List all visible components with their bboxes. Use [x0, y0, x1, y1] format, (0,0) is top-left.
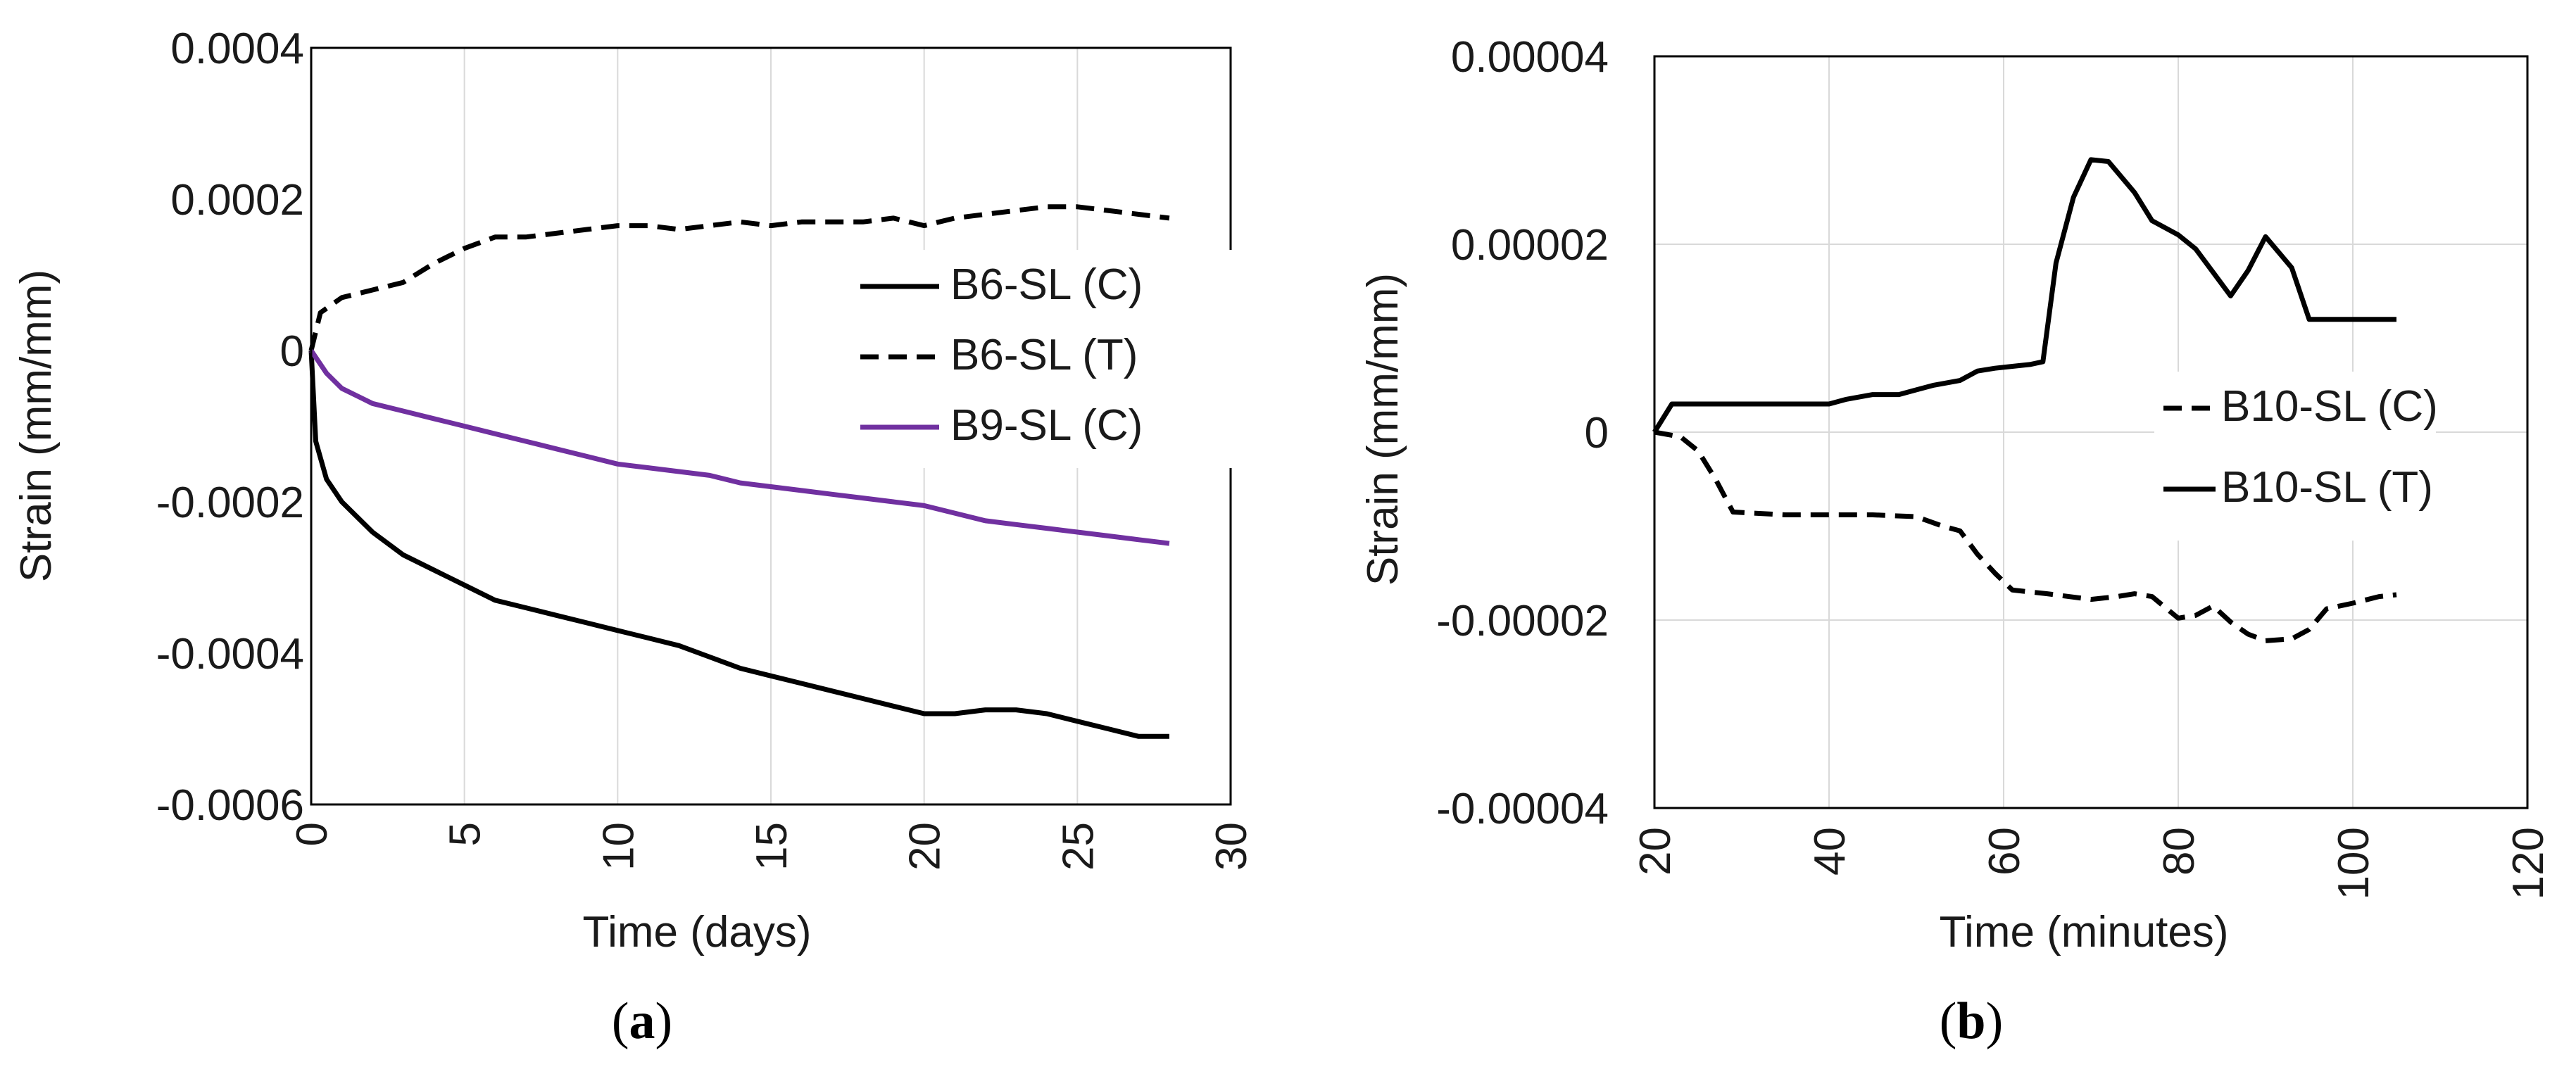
x-tick-label: 15 — [748, 822, 796, 871]
y-tick-label: 0 — [280, 327, 304, 376]
series-line-b10-sl-c — [1654, 429, 2397, 643]
legend-a: B6-SL (C) B6-SL (T) B9-SL (C) — [845, 250, 1239, 468]
y-tick-label: 0.0004 — [170, 25, 304, 73]
x-tick-labels-a: 0 5 10 15 20 25 30 — [288, 822, 1256, 871]
chart-panel-b: 0.00004 0.00002 0 -0.00002 -0.00004 20 40 60 80… — [1359, 33, 2553, 1050]
legend-b: B10-SL (C) B10-SL (T) — [2154, 372, 2438, 541]
x-tick-label: 30 — [1207, 822, 1256, 871]
y-axis-title-a: Strain (mm/mm) — [12, 270, 61, 582]
x-axis-title-a: Time (days) — [583, 908, 812, 956]
y-tick-label: 0.0002 — [170, 176, 304, 225]
x-tick-label: 80 — [2155, 827, 2204, 876]
series-group-a — [308, 204, 1170, 739]
y-tick-label: -0.0006 — [156, 781, 304, 830]
legend-background — [2154, 372, 2436, 541]
x-tick-label: 60 — [1980, 827, 2029, 876]
y-tick-labels-b: 0.00004 0.00002 0 -0.00002 -0.00004 — [1436, 33, 1609, 833]
y-tick-label: -0.0004 — [156, 630, 304, 678]
panel-caption-a: (a) — [612, 992, 672, 1050]
y-axis-title-b: Strain (mm/mm) — [1359, 273, 1407, 586]
y-tick-label: -0.00002 — [1436, 597, 1609, 645]
x-axis-title-b: Time (minutes) — [1939, 908, 2228, 956]
x-tick-label: 100 — [2330, 827, 2378, 899]
legend-label-b6-sl-t: B6-SL (T) — [950, 331, 1138, 379]
legend-label-b6-sl-c: B6-SL (C) — [950, 260, 1143, 309]
legend-label-b9-sl-c: B9-SL (C) — [950, 401, 1143, 450]
y-tick-label: -0.0002 — [156, 479, 304, 527]
x-tick-label: 10 — [594, 822, 643, 871]
x-tick-label: 5 — [441, 822, 490, 846]
series-line-b10-sl-t — [1652, 157, 2396, 434]
y-tick-label: 0.00002 — [1451, 221, 1609, 270]
x-tick-label: 120 — [2504, 827, 2553, 899]
x-tick-label: 20 — [1631, 827, 1680, 876]
x-tick-label: 25 — [1054, 822, 1102, 871]
plot-frame-b — [1653, 55, 2529, 809]
series-line-b6-sl-c — [308, 350, 1169, 739]
legend-label-b10-sl-c: B10-SL (C) — [2221, 382, 2438, 431]
x-tick-labels-b: 20 40 60 80 100 120 — [1631, 827, 2553, 899]
legend-label-b10-sl-t: B10-SL (T) — [2221, 463, 2433, 512]
y-tick-label: 0.00004 — [1451, 33, 1609, 82]
y-tick-label: -0.00004 — [1436, 785, 1609, 833]
y-tick-labels-a: 0.0004 0.0002 0 -0.0002 -0.0004 -0.0006 — [156, 25, 304, 830]
chart-panel-a: 0.0004 0.0002 0 -0.0002 -0.0004 -0.0006 0 5 10 1… — [12, 25, 1256, 1050]
panel-caption-b: (b) — [1940, 992, 2003, 1050]
x-tick-label: 20 — [901, 822, 950, 871]
y-tick-label: 0 — [1585, 409, 1609, 457]
x-tick-label: 40 — [1806, 827, 1854, 876]
series-line-b9-sl-c — [309, 349, 1170, 546]
series-line-b6-sl-t — [308, 204, 1170, 351]
series-group-b — [1652, 157, 2397, 643]
x-tick-label: 0 — [288, 822, 337, 846]
